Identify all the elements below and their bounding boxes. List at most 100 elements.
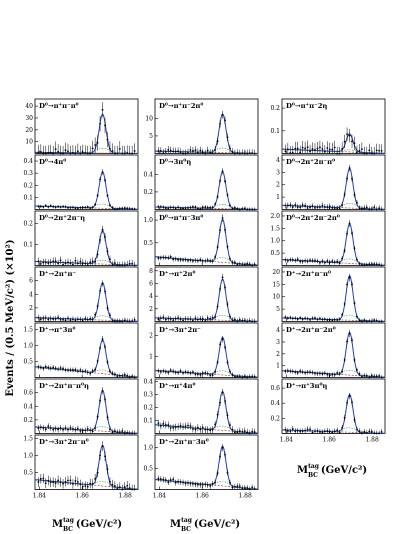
data-point bbox=[86, 264, 89, 267]
fit-curve bbox=[154, 218, 258, 266]
data-point bbox=[184, 425, 187, 428]
data-point bbox=[199, 484, 202, 486]
data-point bbox=[231, 207, 234, 210]
data-point bbox=[289, 430, 292, 433]
data-point bbox=[118, 207, 121, 210]
data-point bbox=[226, 361, 229, 364]
data-point bbox=[241, 430, 244, 433]
data-point bbox=[336, 319, 339, 321]
data-point bbox=[96, 471, 99, 474]
data-point bbox=[111, 372, 114, 374]
data-point bbox=[378, 432, 381, 435]
data-point bbox=[219, 455, 221, 458]
data-point bbox=[286, 430, 289, 432]
data-point bbox=[184, 482, 187, 485]
data-point bbox=[304, 204, 307, 207]
data-point bbox=[74, 368, 77, 371]
data-point bbox=[248, 488, 251, 491]
data-point bbox=[67, 428, 69, 431]
data-point bbox=[182, 152, 184, 155]
data-point bbox=[201, 151, 204, 154]
data-point bbox=[162, 422, 165, 425]
data-point bbox=[231, 486, 234, 489]
fit-curve bbox=[282, 133, 385, 154]
data-point bbox=[356, 428, 358, 431]
data-point bbox=[79, 260, 82, 263]
y-tick-label: 2 bbox=[276, 351, 280, 358]
data-point bbox=[319, 261, 321, 264]
y-tick-label: 0.1 bbox=[270, 128, 280, 135]
panel-frame bbox=[281, 98, 386, 154]
data-point bbox=[133, 488, 136, 491]
data-point bbox=[182, 425, 184, 428]
data-point bbox=[49, 317, 52, 320]
panel-title: D⁺→3π⁺2π⁻π⁰ bbox=[39, 438, 89, 446]
data-point bbox=[91, 260, 94, 263]
data-point bbox=[211, 374, 214, 376]
data-point bbox=[214, 423, 217, 426]
data-point bbox=[128, 487, 131, 489]
data-point bbox=[169, 149, 172, 152]
data-point bbox=[229, 147, 231, 150]
data-point bbox=[299, 151, 302, 154]
data-point bbox=[233, 206, 236, 209]
data-point bbox=[346, 232, 348, 235]
data-point bbox=[231, 373, 234, 376]
data-point bbox=[62, 318, 64, 321]
data-point bbox=[67, 369, 69, 371]
data-point bbox=[221, 338, 224, 341]
data-point bbox=[319, 372, 321, 375]
data-point bbox=[67, 317, 69, 320]
data-point bbox=[172, 370, 175, 373]
data-point bbox=[128, 207, 131, 210]
data-point bbox=[309, 259, 311, 262]
data-point bbox=[196, 259, 199, 262]
data-point bbox=[157, 318, 160, 321]
data-point bbox=[375, 208, 378, 211]
x-tick-label: 1.84 bbox=[153, 493, 167, 500]
data-point bbox=[380, 376, 383, 379]
data-point bbox=[133, 208, 136, 210]
data-point bbox=[224, 228, 226, 231]
data-point bbox=[196, 207, 199, 210]
data-point bbox=[358, 430, 361, 433]
y-tick-label: 0.2 bbox=[23, 221, 33, 228]
data-point bbox=[123, 486, 126, 488]
data-point bbox=[121, 207, 124, 210]
data-point bbox=[201, 259, 204, 262]
data-point bbox=[131, 375, 134, 378]
data-point bbox=[164, 207, 167, 210]
data-point bbox=[169, 255, 172, 258]
data-point bbox=[37, 481, 40, 483]
data-point bbox=[316, 372, 319, 375]
y-tick-label: 2.0 bbox=[270, 213, 280, 220]
data-point bbox=[351, 339, 353, 342]
data-point bbox=[196, 373, 199, 376]
y-tick-label: 0.5 bbox=[23, 358, 33, 365]
data-point bbox=[248, 208, 251, 211]
data-point bbox=[348, 276, 351, 279]
panel-title: D⁰→2π⁺2π⁻2π⁰ bbox=[286, 214, 340, 222]
data-point bbox=[189, 372, 192, 374]
y-tick-label: 0.6 bbox=[270, 385, 280, 392]
data-point bbox=[309, 318, 311, 321]
fit-curve bbox=[154, 390, 258, 434]
data-point bbox=[42, 427, 45, 429]
panel-frame bbox=[154, 434, 259, 490]
data-point bbox=[133, 319, 136, 321]
data-point bbox=[194, 428, 197, 431]
y-tick-label: 2 bbox=[149, 333, 153, 340]
data-point bbox=[243, 207, 246, 210]
data-point bbox=[368, 376, 371, 379]
x-axis-label-col1: Mtag BC (GeV/c²) bbox=[52, 517, 122, 533]
data-point bbox=[316, 318, 319, 321]
data-point bbox=[331, 148, 334, 151]
data-point bbox=[301, 318, 304, 320]
data-point bbox=[353, 142, 356, 145]
data-point bbox=[216, 246, 219, 248]
data-point bbox=[182, 207, 184, 210]
data-point bbox=[54, 206, 57, 209]
data-point bbox=[370, 152, 373, 155]
y-tick-label: 0.4 bbox=[270, 400, 280, 407]
data-point bbox=[81, 206, 84, 209]
